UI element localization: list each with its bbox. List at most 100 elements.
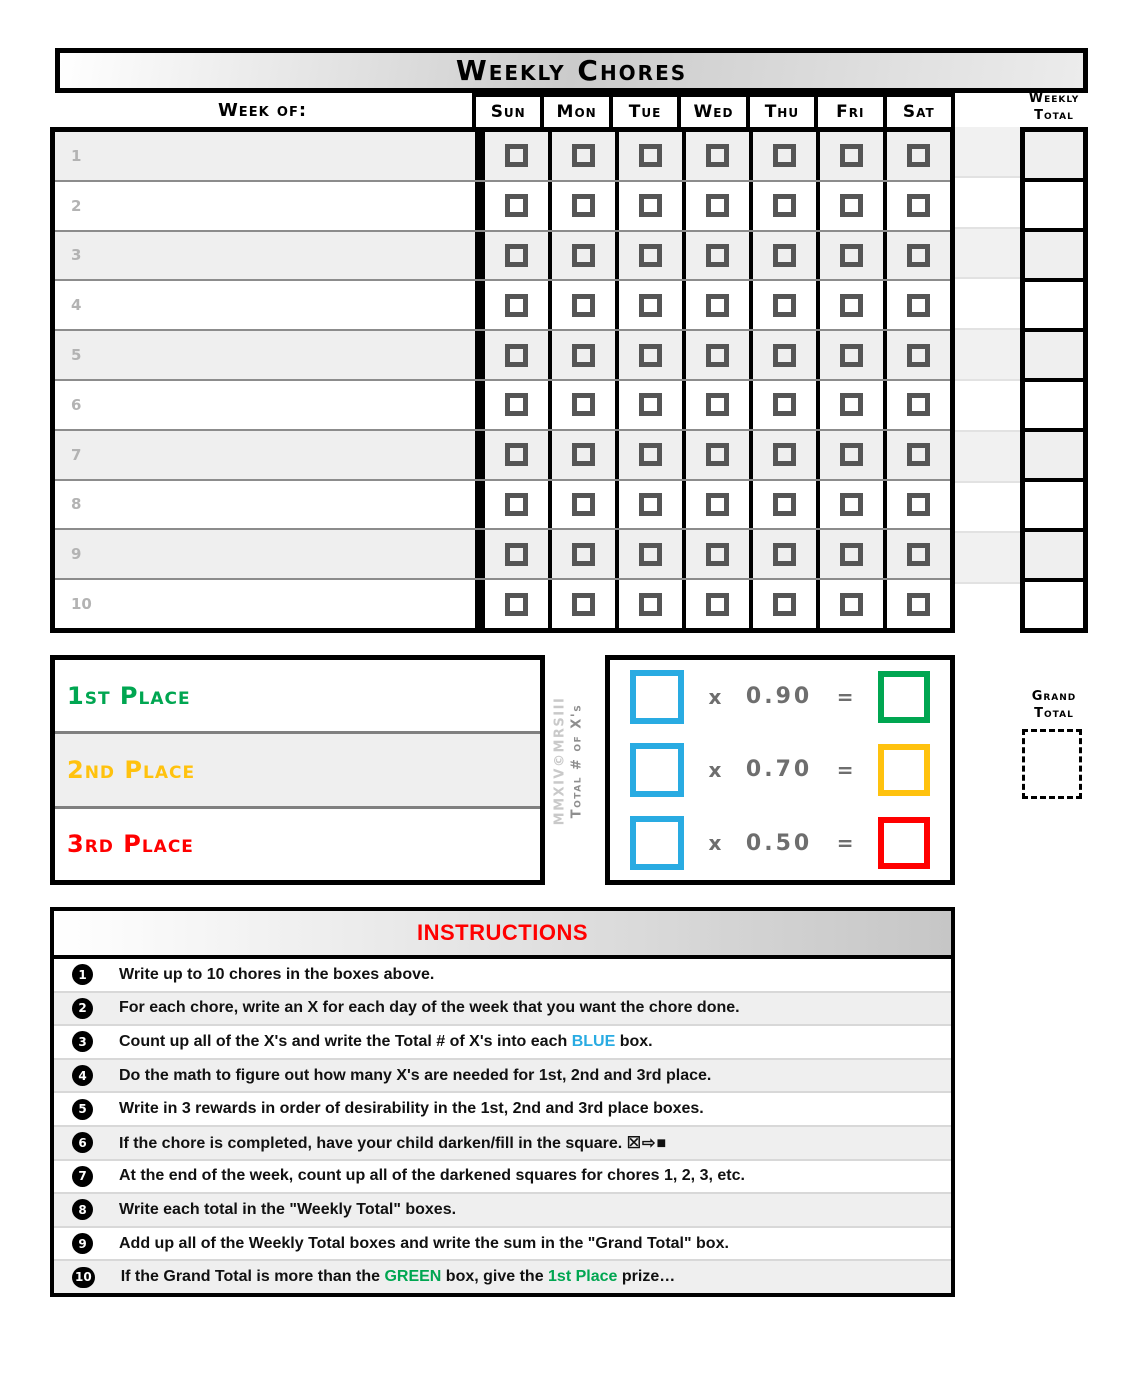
chore-checkbox[interactable] [907,542,930,566]
chore-checkbox[interactable] [639,243,662,267]
chore-checkbox[interactable] [840,492,863,516]
chore-checkbox[interactable] [840,443,863,467]
chore-checkbox[interactable] [572,443,595,467]
chore-checkbox[interactable] [639,293,662,317]
place-row-3[interactable]: 3rd Place [55,805,540,880]
chore-checkbox[interactable] [773,343,796,367]
chore-name-cell[interactable]: 1 [55,132,481,180]
chore-checkbox[interactable] [572,343,595,367]
chore-checkbox[interactable] [706,144,729,168]
chore-checkbox[interactable] [840,542,863,566]
weekly-total-cell[interactable] [1025,378,1083,428]
chore-checkbox[interactable] [706,443,729,467]
chore-checkbox[interactable] [505,443,528,467]
chore-checkbox[interactable] [505,144,528,168]
chore-checkbox[interactable] [773,293,796,317]
chore-name-cell[interactable]: 6 [55,380,481,429]
result-box[interactable] [877,817,930,870]
chore-checkbox[interactable] [706,343,729,367]
chore-checkbox[interactable] [840,293,863,317]
total-x-input-box[interactable] [630,816,684,871]
weekly-total-cell[interactable] [1025,478,1083,528]
chore-checkbox[interactable] [505,243,528,267]
chore-checkbox[interactable] [706,243,729,267]
chore-checkbox[interactable] [505,343,528,367]
chore-checkbox[interactable] [505,393,528,417]
result-box[interactable] [877,670,930,723]
chore-name-cell[interactable]: 3 [55,231,481,280]
total-x-input-box[interactable] [630,669,684,724]
place-row-1[interactable]: 1st Place [55,660,540,731]
chore-checkbox[interactable] [572,592,595,616]
chore-checkbox[interactable] [773,144,796,168]
chore-checkbox[interactable] [639,343,662,367]
grand-total-box[interactable] [1022,729,1082,799]
chore-checkbox[interactable] [505,592,528,616]
chore-checkbox[interactable] [773,443,796,467]
weekly-total-cell[interactable] [1025,578,1083,628]
weekly-total-cell[interactable] [1025,278,1083,328]
chore-name-cell[interactable]: 4 [55,281,481,330]
chore-checkbox[interactable] [907,393,930,417]
chore-checkbox[interactable] [907,443,930,467]
chore-checkbox[interactable] [907,194,930,218]
chore-checkbox[interactable] [572,243,595,267]
chore-checkbox[interactable] [505,492,528,516]
chore-checkbox[interactable] [840,592,863,616]
weekly-total-cell[interactable] [1025,228,1083,278]
chore-checkbox[interactable] [907,592,930,616]
chore-checkbox[interactable] [572,144,595,168]
chore-checkbox[interactable] [773,393,796,417]
chore-name-cell[interactable]: 7 [55,430,481,479]
chore-checkbox[interactable] [773,592,796,616]
chore-checkbox[interactable] [505,194,528,218]
chore-checkbox[interactable] [572,542,595,566]
weekly-total-cell[interactable] [1025,528,1083,578]
chore-checkbox[interactable] [840,393,863,417]
weekly-total-cell[interactable] [1025,132,1083,178]
result-box[interactable] [877,743,930,796]
place-row-2[interactable]: 2nd Place [55,731,540,806]
chore-checkbox[interactable] [907,144,930,168]
chore-checkbox[interactable] [706,542,729,566]
chore-checkbox[interactable] [773,243,796,267]
chore-name-cell[interactable]: 9 [55,530,481,579]
chore-checkbox[interactable] [639,542,662,566]
chore-checkbox[interactable] [840,243,863,267]
chore-checkbox[interactable] [773,492,796,516]
chore-checkbox[interactable] [639,492,662,516]
chore-checkbox[interactable] [572,194,595,218]
chore-checkbox[interactable] [907,343,930,367]
chore-name-cell[interactable]: 8 [55,480,481,529]
chore-checkbox[interactable] [706,592,729,616]
chore-checkbox[interactable] [840,343,863,367]
chore-checkbox[interactable] [572,393,595,417]
chore-name-cell[interactable]: 10 [55,580,481,628]
chore-checkbox[interactable] [639,194,662,218]
weekly-total-cell[interactable] [1025,328,1083,378]
chore-checkbox[interactable] [706,393,729,417]
chore-checkbox[interactable] [706,492,729,516]
chore-checkbox[interactable] [907,293,930,317]
chore-checkbox[interactable] [840,144,863,168]
chore-checkbox[interactable] [505,293,528,317]
chore-checkbox[interactable] [840,194,863,218]
weekly-total-cell[interactable] [1025,428,1083,478]
chore-checkbox[interactable] [773,194,796,218]
chore-checkbox[interactable] [639,592,662,616]
total-x-input-box[interactable] [630,742,684,797]
chore-name-cell[interactable]: 2 [55,181,481,230]
chore-checkbox[interactable] [773,542,796,566]
chore-checkbox[interactable] [639,144,662,168]
chore-checkbox[interactable] [706,293,729,317]
weekly-total-cell[interactable] [1025,178,1083,228]
chore-checkbox[interactable] [907,243,930,267]
chore-checkbox[interactable] [572,293,595,317]
chore-checkbox[interactable] [572,492,595,516]
chore-checkbox[interactable] [639,443,662,467]
chore-checkbox[interactable] [907,492,930,516]
chore-checkbox[interactable] [639,393,662,417]
chore-name-cell[interactable]: 5 [55,331,481,379]
chore-checkbox[interactable] [706,194,729,218]
chore-checkbox[interactable] [505,542,528,566]
